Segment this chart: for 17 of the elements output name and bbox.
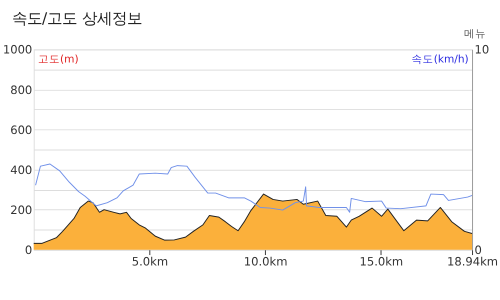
y-tick-label: 1000 bbox=[2, 42, 32, 57]
line-series bbox=[35, 164, 473, 213]
text: 메뉴 bbox=[464, 28, 486, 40]
y-tick-label: 200 bbox=[10, 203, 32, 218]
y2-axis-title: 속도(km/h) bbox=[412, 53, 469, 66]
x-tick-label: 15.0km bbox=[360, 254, 404, 269]
y-tick-label: 400 bbox=[10, 162, 32, 177]
y2-tick-label: 0 bbox=[474, 243, 482, 258]
y-tick-label: 800 bbox=[10, 82, 32, 97]
x-tick-label: 18.94km bbox=[447, 254, 498, 269]
y2-tick-label: 10 bbox=[474, 42, 490, 57]
y-tick-label: 600 bbox=[10, 122, 32, 137]
chart-title: 속도/고도 상세정보 bbox=[12, 9, 142, 28]
x-tick-label: 10.0km bbox=[244, 254, 288, 269]
y-tick-label: 0 bbox=[24, 243, 32, 258]
x-tick-label: 5.0km bbox=[132, 254, 168, 269]
y-axis-title: 고도(m) bbox=[38, 53, 79, 66]
